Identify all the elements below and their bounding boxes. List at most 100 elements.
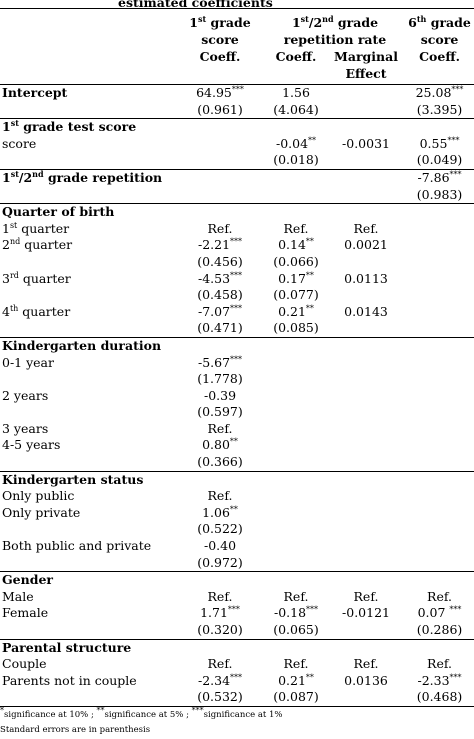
value-cell: (0.597) xyxy=(175,404,265,421)
text: 0.55 xyxy=(419,135,448,151)
value-cell: Ref. xyxy=(175,221,265,238)
value-cell: Ref. xyxy=(327,656,405,673)
footnotes: *significance at 10% ; **significance at… xyxy=(0,707,474,738)
value-cell xyxy=(327,371,405,388)
value-cell xyxy=(405,404,474,421)
value-cell xyxy=(175,470,265,489)
text: -0.0031 xyxy=(342,135,390,151)
row-label: Parental structure xyxy=(0,638,175,657)
value-cell xyxy=(265,371,327,388)
value-cell: Ref. xyxy=(175,421,265,438)
value-cell: (0.320) xyxy=(175,622,265,639)
value-cell: -0.04** xyxy=(265,136,327,153)
section-row: Intercept 64.95*** 1.56 25.08*** xyxy=(0,83,474,102)
value-cell xyxy=(405,638,474,657)
subheader: Marginal Effect xyxy=(327,48,406,85)
row: (0.366) xyxy=(0,454,474,471)
superscript: nd xyxy=(32,168,44,179)
row-label: Male xyxy=(0,589,175,606)
group-header: 6th grade score xyxy=(405,14,474,48)
value-cell xyxy=(265,404,327,421)
superscript: st xyxy=(9,220,18,230)
superscript: *** xyxy=(230,672,243,682)
value-cell xyxy=(327,689,406,707)
value-cell xyxy=(265,388,327,405)
text: (1.778) xyxy=(197,371,243,387)
text: Kindergarten duration xyxy=(2,337,162,353)
superscript: th xyxy=(416,13,427,24)
text: Parental structure xyxy=(2,639,132,655)
group-header: 1st grade score xyxy=(175,14,265,48)
row: (0.961) (4.064) (3.395) xyxy=(0,102,474,119)
text: 0.0136 xyxy=(344,672,388,688)
superscript: *** xyxy=(227,605,240,615)
value-cell: 0.0113 xyxy=(327,271,405,288)
value-cell xyxy=(405,388,474,405)
text: 3 years xyxy=(2,420,49,436)
value-cell: 0.14** xyxy=(265,237,327,254)
value-cell xyxy=(175,571,265,589)
value-cell xyxy=(265,538,327,555)
row-label: Parents not in couple xyxy=(0,673,175,690)
row-label: 1st grade test score xyxy=(0,118,175,136)
superscript: st xyxy=(10,118,19,129)
row: (0.597) xyxy=(0,404,474,421)
value-cell: -4.53*** xyxy=(175,271,265,288)
text: Ref. xyxy=(427,588,452,604)
footnote: Standard errors are in parenthesis xyxy=(0,723,474,738)
value-cell xyxy=(265,638,327,657)
text: Ref. xyxy=(207,220,233,236)
row: Couple Ref. Ref. Ref. Ref. xyxy=(0,656,474,673)
section-row: Kindergarten duration xyxy=(0,336,474,355)
text: grade repetition xyxy=(43,169,163,185)
value-cell: (0.065) xyxy=(265,622,327,639)
text: -2.33 xyxy=(417,672,450,688)
text: Ref. xyxy=(283,220,309,236)
value-cell: (0.066) xyxy=(265,254,327,271)
text: 1 xyxy=(2,220,10,236)
text: /2 xyxy=(308,15,323,30)
row: Female 1.71*** -0.18*** -0.0121 0.07 *** xyxy=(0,605,474,622)
text: Female xyxy=(2,605,49,621)
value-cell xyxy=(405,355,474,372)
superscript: ** xyxy=(229,504,238,514)
superscript: ** xyxy=(305,303,314,313)
text: Ref. xyxy=(207,656,233,672)
text: (0.532) xyxy=(197,689,243,705)
text: 0-1 year xyxy=(2,354,54,370)
section-row: Quarter of birth xyxy=(0,203,474,221)
value-cell xyxy=(327,488,405,505)
text: (3.395) xyxy=(416,101,463,117)
value-cell: Ref. xyxy=(265,589,327,606)
text: 1.71 xyxy=(200,605,228,621)
value-cell: Ref. xyxy=(405,589,474,606)
value-cell xyxy=(327,336,406,355)
value-cell: (0.087) xyxy=(265,689,327,707)
value-cell: 1.56 xyxy=(265,83,327,102)
row-label xyxy=(0,287,175,304)
value-cell xyxy=(265,355,327,372)
group-header-row: 1st grade score 1st/2nd grade repetition … xyxy=(0,14,474,48)
text: estimated coefficients xyxy=(118,0,273,10)
row: (0.522) xyxy=(0,521,474,538)
subheader: Coeff. xyxy=(265,48,327,85)
value-cell: Ref. xyxy=(265,221,327,238)
value-cell xyxy=(265,168,327,187)
text: -0.0121 xyxy=(342,605,390,621)
value-cell xyxy=(175,136,265,153)
superscript: *** xyxy=(449,605,462,615)
text: Marginal Effect xyxy=(334,49,398,81)
row: (0.018) (0.049) xyxy=(0,152,474,169)
row-label xyxy=(0,254,175,271)
superscript: st xyxy=(198,13,207,24)
value-cell: 0.21** xyxy=(265,304,327,321)
value-cell: Ref. xyxy=(265,656,327,673)
value-cell xyxy=(327,454,405,471)
row-label: 0-1 year xyxy=(0,355,175,372)
superscript: nd xyxy=(9,237,21,247)
text: Parents not in couple xyxy=(2,672,137,688)
value-cell xyxy=(327,555,405,572)
text: Ref. xyxy=(207,420,233,436)
value-cell: 0.0136 xyxy=(327,673,405,690)
text: grade test score xyxy=(18,119,137,135)
